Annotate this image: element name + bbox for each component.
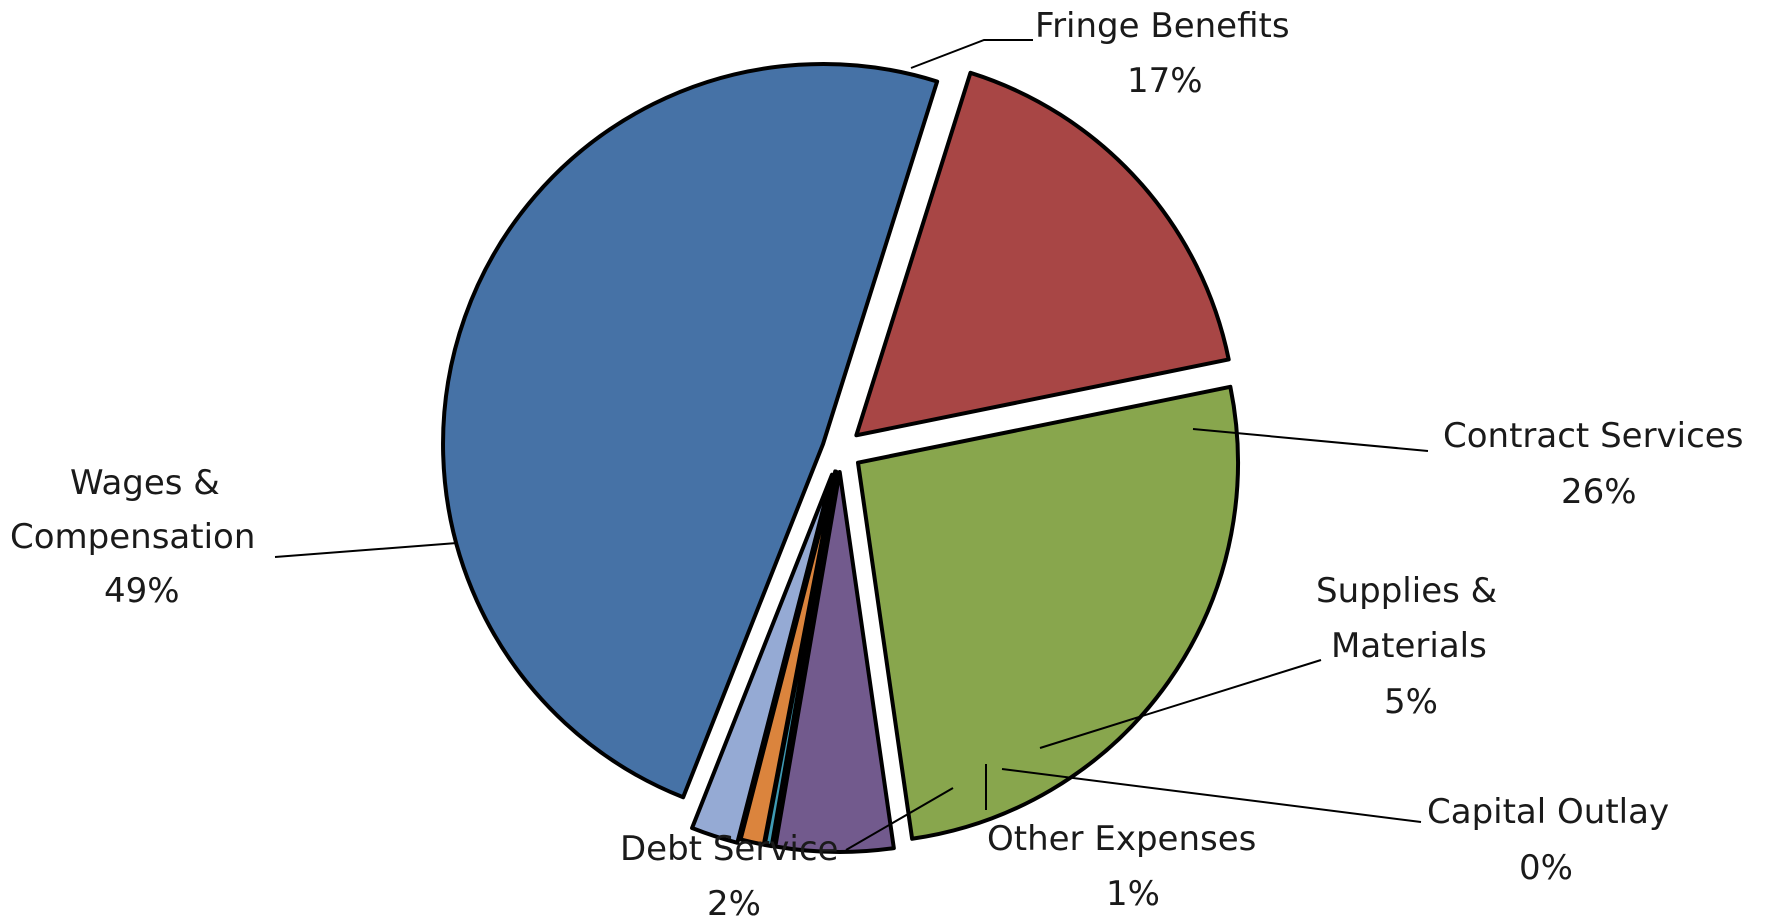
slice-label: Materials — [1331, 626, 1487, 666]
slices-layer — [441, 61, 1240, 854]
slice-percent-label: 5% — [1384, 682, 1438, 722]
pie-slice — [441, 61, 940, 800]
slice-label: Supplies & — [1316, 571, 1497, 611]
pie-slice — [738, 469, 838, 847]
slice-percent-label: 26% — [1561, 472, 1637, 512]
leader-line — [1039, 659, 1322, 749]
slice-percent-label: 17% — [1127, 61, 1203, 101]
slice-label: Fringe Benefits — [1035, 6, 1290, 46]
labels-layer: Wages & Compensation 49% Fringe Benefits 17%… — [10, 6, 1743, 916]
leader-lines-layer — [274, 39, 1429, 851]
leader-line — [910, 39, 1033, 69]
slice-percent-label: 49% — [104, 571, 180, 611]
pie-slice — [855, 384, 1240, 841]
slice-label: Capital Outlay — [1427, 792, 1669, 832]
leader-line — [1192, 428, 1429, 452]
slice-label: Debt Service — [620, 829, 838, 869]
leader-line — [845, 787, 954, 851]
slice-label: Compensation — [10, 517, 255, 557]
slice-percent-label: 1% — [1106, 874, 1160, 914]
leader-line — [274, 542, 458, 558]
slice-label: Other Expenses — [987, 819, 1256, 859]
slice-percent-label: 2% — [707, 884, 761, 916]
leader-line — [1001, 768, 1422, 823]
slice-label: Contract Services — [1443, 416, 1743, 456]
slice-label: Wages & — [70, 463, 220, 503]
pie-slice — [854, 70, 1231, 438]
slice-percent-label: 0% — [1519, 848, 1573, 888]
pie-slice — [690, 472, 834, 845]
pie-slice — [773, 469, 896, 854]
